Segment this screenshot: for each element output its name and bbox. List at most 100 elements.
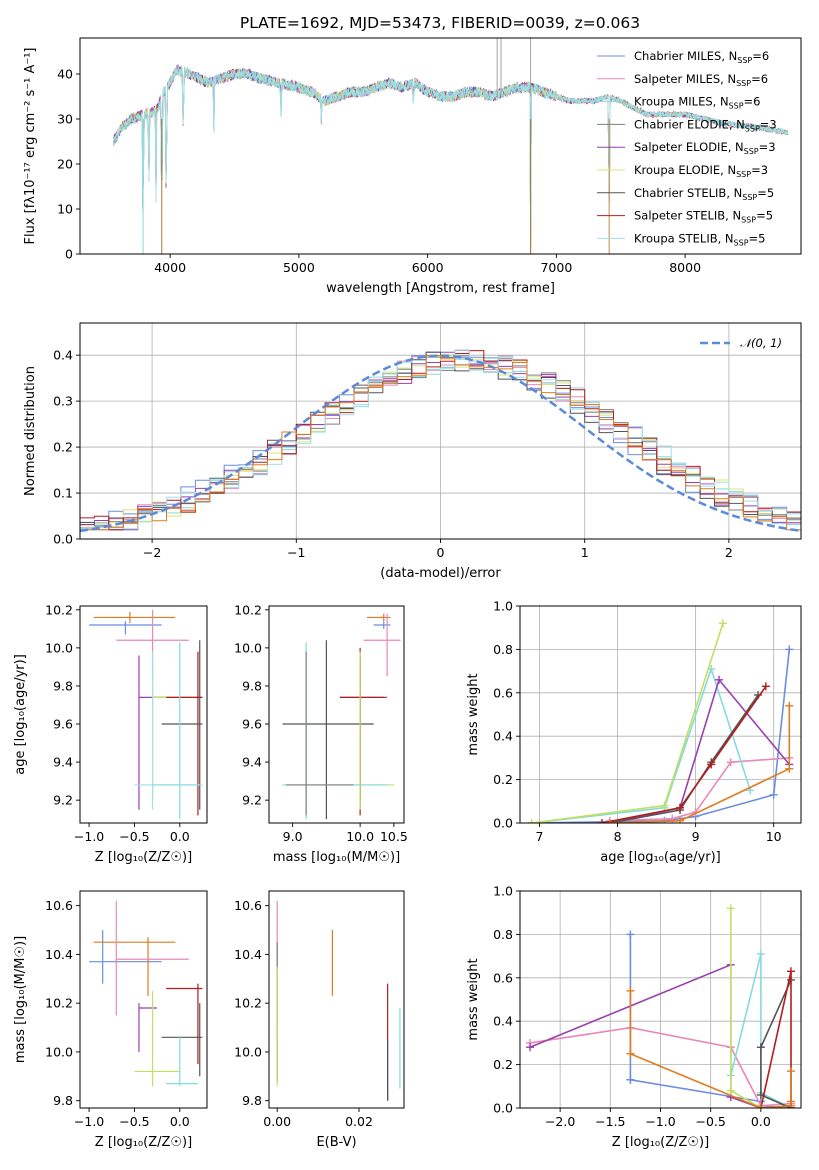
legend-entry-subscript: SSP xyxy=(745,124,760,133)
legend-entry-subscript: SSP xyxy=(736,79,751,88)
y-tick-label: 0.2 xyxy=(493,1057,513,1072)
y-tick-label: 10.0 xyxy=(45,1044,73,1059)
errorbar-point-5 xyxy=(282,640,374,820)
legend-entry-subscript: SSP xyxy=(737,56,752,65)
legend-entry: Salpeter ELODIE, NSSP=3 xyxy=(634,140,776,156)
legend-entry: Chabrier MILES, NSSP=6 xyxy=(634,49,769,65)
x-axis-label: age [log₁₀(age/yr)] xyxy=(600,850,721,865)
axes-frame: 9.0 10.0 10.5 9.2 9.4 9.6 9.8 10.0 10.2 mass [log… xyxy=(234,602,408,865)
legend-entry: Chabrier STELIB, NSSP=5 xyxy=(634,186,774,202)
x-tick-label: 7000 xyxy=(540,260,572,275)
y-axis-label: mass [log₁₀(M/M☉)] xyxy=(13,936,28,1063)
plus-marker xyxy=(597,819,606,823)
axes-border xyxy=(519,605,802,824)
x-tick-label: 0.00 xyxy=(263,1114,291,1129)
legend-entry-name: Salpeter MILES, N xyxy=(634,72,736,86)
x-axis-label: mass [log₁₀(M/M☉)] xyxy=(273,850,400,865)
x-tick-label: −0.5 xyxy=(119,829,149,844)
legend-entry-value: =3 xyxy=(760,117,777,131)
axes-frame: −2 −1 0 1 2 0.0 0.1 0.2 0.3 0.4 (data-model)/error… xyxy=(23,322,802,581)
plot-area xyxy=(113,38,789,254)
axes-frame: −2.0 −1.5 −1.0 −0.5 0.0 0.0 0.2 0.4 0.6 0.8 1.0 Z [… xyxy=(466,884,802,1150)
x-axis-label: Z [log₁₀(Z/Z☉)] xyxy=(612,1135,709,1150)
axes-border xyxy=(79,322,802,540)
x-tick-label: −0.5 xyxy=(695,1114,725,1129)
legend-entry-value: =6 xyxy=(751,72,768,86)
errorbar-point-6 xyxy=(134,990,180,1087)
legend-entry-name: Salpeter ELODIE, N xyxy=(634,140,744,154)
plus-marker xyxy=(786,1097,795,1106)
legend-entry-subscript: SSP xyxy=(744,147,759,156)
y-tick-label: 9.4 xyxy=(53,755,73,770)
plus-marker xyxy=(626,986,635,995)
y-tick-label: 0.6 xyxy=(493,970,513,985)
legend-entry-value: =5 xyxy=(757,186,774,200)
legend-entry-subscript: SSP xyxy=(741,216,756,225)
errorbar-point-1 xyxy=(93,937,176,996)
legend-entry-name: Chabrier MILES, N xyxy=(634,49,737,63)
x-axis-label: Z [log₁₀(Z/Z☉)] xyxy=(95,1135,192,1150)
legend-entry: Kroupa STELIB, NSSP=5 xyxy=(634,231,765,247)
legend-entry-subscript: SSP xyxy=(734,238,749,247)
x-tick-label: 5000 xyxy=(283,260,315,275)
legend-entry-subscript: SSP xyxy=(729,102,744,111)
axes-border xyxy=(268,890,405,1109)
x-tick-label: −2 xyxy=(143,545,161,560)
y-tick-label: 10.2 xyxy=(234,602,262,617)
plus-marker xyxy=(626,930,635,939)
errorbar-point-5 xyxy=(161,1003,203,1077)
axes-border xyxy=(519,890,802,1109)
y-tick-label: 0.2 xyxy=(493,772,513,787)
plot-area xyxy=(282,613,401,820)
x-tick-label: 0.02 xyxy=(345,1114,373,1129)
errorbar-point-0 xyxy=(89,930,162,984)
legend-entry-subscript: SSP xyxy=(736,170,751,179)
mass-weight-series-7 xyxy=(609,705,791,823)
histogram-series-9 xyxy=(80,355,801,531)
chart-spectrum: 4000 5000 6000 7000 8000 0 10 20 30 40 wavelength … xyxy=(23,37,802,296)
y-tick-label: 0.8 xyxy=(493,927,513,942)
plus-marker xyxy=(756,1104,765,1108)
legend-entry-value: =5 xyxy=(749,231,766,245)
axes-frame: −1.0 −0.5 0.0 9.8 10.0 10.2 10.4 10.6 Z [log₁₀(Z… xyxy=(13,890,208,1150)
y-tick-label: 10.0 xyxy=(234,640,262,655)
x-tick-label: 8000 xyxy=(669,260,701,275)
x-tick-label: −2.0 xyxy=(545,1114,575,1129)
y-tick-label: 10.4 xyxy=(234,947,262,962)
axes-border xyxy=(268,605,405,824)
y-tick-label: 0.4 xyxy=(493,1014,513,1029)
y-tick-label: 0.4 xyxy=(53,348,73,363)
x-tick-label: 9.0 xyxy=(283,829,303,844)
plot-area xyxy=(89,900,203,1087)
plus-marker xyxy=(786,1067,795,1076)
axes-border xyxy=(79,890,208,1109)
y-tick-label: 0.8 xyxy=(493,642,513,657)
plus-marker xyxy=(786,967,795,976)
legend-entry: Salpeter STELIB, NSSP=5 xyxy=(634,209,773,225)
plus-marker xyxy=(726,1086,735,1095)
plus-marker xyxy=(761,682,770,691)
spectrum-series-8 xyxy=(113,66,789,251)
errorbar-point-6 xyxy=(161,640,203,810)
errorbar-point-4 xyxy=(166,983,203,1065)
plus-marker xyxy=(526,1043,535,1052)
x-tick-label: 7 xyxy=(536,829,544,844)
y-tick-label: 9.8 xyxy=(242,678,262,693)
y-tick-label: 9.8 xyxy=(53,1093,73,1108)
x-tick-label: 10.0 xyxy=(346,829,374,844)
x-axis-label: (data-model)/error xyxy=(380,566,501,581)
plus-marker xyxy=(769,790,778,799)
chart-mass-vs-EBV: 0.00 0.02 9.8 10.0 10.2 10.4 10.6 E(B-V) xyxy=(234,890,405,1150)
x-axis-label: E(B-V) xyxy=(316,1135,356,1150)
errorbar-point-2 xyxy=(363,613,401,677)
plus-marker xyxy=(756,949,765,958)
plot-area xyxy=(89,609,203,820)
chart-massweight-vs-age: 7 8 9 10 0.0 0.2 0.4 0.6 0.8 1.0 age [log₁₀(age/yr… xyxy=(466,599,802,865)
y-axis-label: age [log₁₀(age/yr)] xyxy=(13,654,28,775)
y-axis-label: Normed distribution xyxy=(23,366,38,496)
x-tick-label: −1.5 xyxy=(595,1114,625,1129)
y-tick-label: 40 xyxy=(57,67,73,82)
mass-weight-series-6 xyxy=(601,685,767,823)
plus-marker xyxy=(707,760,716,769)
legend-entry-name: Chabrier STELIB, N xyxy=(634,186,742,200)
